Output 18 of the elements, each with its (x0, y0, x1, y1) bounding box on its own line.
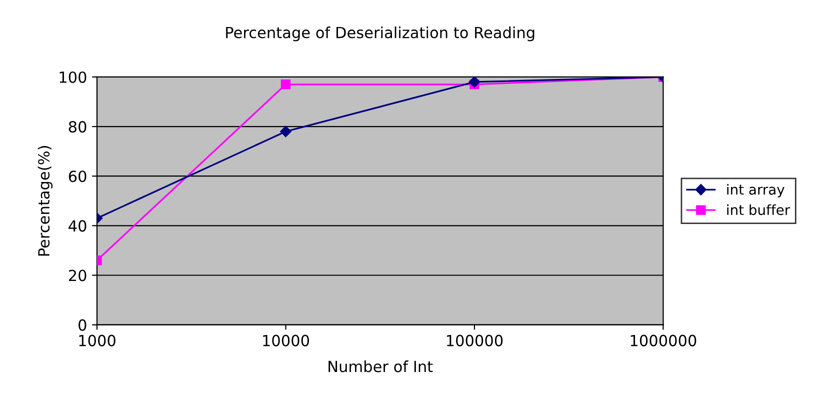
x-tick-label: 1000000 (630, 334, 696, 346)
point (280, 80, 291, 90)
y-tick-label: 60 (68, 170, 86, 182)
point (468, 76, 480, 88)
point (280, 126, 292, 138)
y-axis-title: Percentage(%) (38, 146, 53, 256)
x-axis-title: Number of Int (328, 360, 433, 372)
x-tick-label: 1000 (79, 334, 116, 346)
x-tick-label: 10000 (263, 334, 310, 346)
legend-label: int array (727, 184, 784, 198)
chart-title: Percentage of Deserialization to Reading (226, 26, 534, 42)
y-tick-label: 0 (78, 319, 86, 331)
y-tick-label: 80 (68, 121, 86, 133)
y-tick-label: 100 (60, 71, 86, 83)
y-tick-label: 20 (68, 270, 86, 282)
y-tick-label: 40 (68, 220, 86, 232)
legend-label: int buffer (727, 204, 790, 216)
x-tick-label: 100000 (446, 334, 503, 346)
